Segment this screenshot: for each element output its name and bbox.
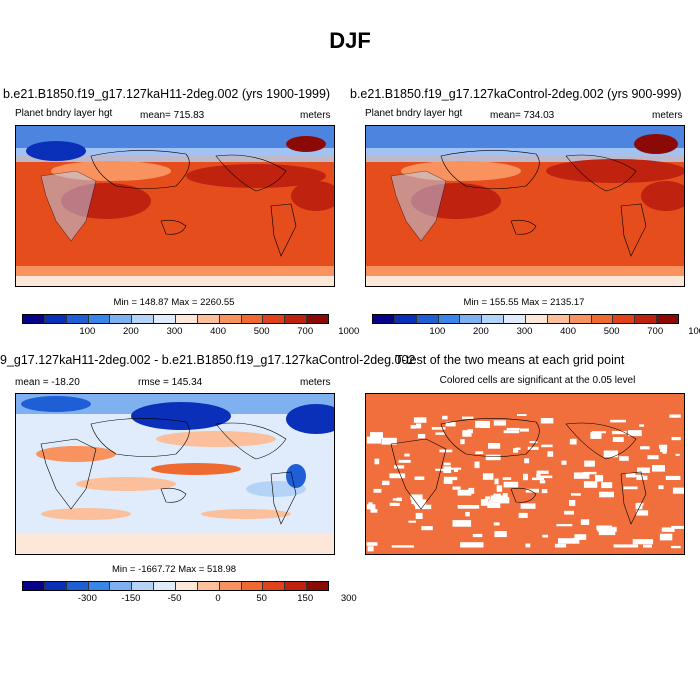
- colorbar-swatch: [241, 315, 264, 323]
- colorbar-swatch: [44, 582, 67, 590]
- colorbar-swatch: [241, 582, 264, 590]
- colorbar-panel2: [372, 314, 679, 324]
- colorbar-tick-label: 300: [340, 593, 357, 604]
- panel3-left-label: mean = -18.20: [15, 377, 80, 388]
- colorbar-swatch: [66, 315, 89, 323]
- colorbar-swatch: [154, 315, 177, 323]
- colorbar-tick-label: -50: [167, 593, 182, 604]
- colorbar-swatch: [307, 582, 329, 590]
- colorbar-swatch: [176, 315, 198, 323]
- colorbar-swatch: [197, 315, 220, 323]
- panel2-map: [365, 125, 685, 287]
- panel3-title: 9_g17.127kaH11-2deg.002 - b.e21.B1850.f1…: [0, 353, 416, 367]
- colorbar-swatch: [219, 315, 242, 323]
- colorbar-tick-label: 400: [210, 326, 226, 337]
- colorbar-tick-label: 150: [297, 593, 314, 604]
- colorbar-swatch: [285, 315, 308, 323]
- colorbar-tick-label: 1000: [688, 326, 700, 337]
- colorbar-swatch: [482, 315, 505, 323]
- colorbar-tick-label: 100: [429, 326, 446, 337]
- figure-title: DJF: [329, 28, 371, 53]
- colorbar-swatch: [591, 315, 614, 323]
- panel1-left-label: Planet bndry layer hgt: [15, 108, 113, 119]
- colorbar-swatch: [373, 315, 395, 323]
- panel1-center-label: mean= 715.83: [140, 110, 205, 121]
- colorbar-swatch: [110, 315, 133, 323]
- panel3-map: [15, 393, 335, 555]
- colorbar-swatch: [23, 315, 45, 323]
- panel3-center-label: rmse = 145.34: [138, 377, 203, 388]
- colorbar-tick-label: 50: [256, 593, 267, 604]
- colorbar-swatch: [569, 315, 592, 323]
- colorbar-swatch: [526, 315, 548, 323]
- colorbar-swatch: [154, 582, 177, 590]
- colorbar-tick-label: 200: [472, 326, 489, 337]
- colorbar-swatch: [23, 582, 45, 590]
- colorbar-swatch: [438, 315, 461, 323]
- panel4-subtitle: Colored cells are significant at the 0.0…: [439, 375, 636, 386]
- colorbar-swatch: [44, 315, 67, 323]
- panel2-right-label: meters: [652, 110, 683, 121]
- colorbar-swatch: [132, 582, 155, 590]
- colorbar-tick-label: -300: [77, 593, 97, 604]
- panel1-title: b.e21.B1850.f19_g17.127kaH11-2deg.002 (y…: [3, 87, 331, 101]
- panel3-stats: Min = -1667.72 Max = 518.98: [111, 564, 237, 575]
- colorbar-swatch: [460, 315, 483, 323]
- colorbar-swatch: [132, 315, 155, 323]
- colorbar-tick-label: 1000: [338, 326, 360, 337]
- colorbar-tick-label: 700: [297, 326, 314, 337]
- colorbar-swatch: [285, 582, 308, 590]
- colorbar-tick-label: 400: [560, 326, 576, 337]
- colorbar-swatch: [110, 582, 133, 590]
- colorbar-swatch: [547, 315, 570, 323]
- colorbar-tick-label: 700: [647, 326, 664, 337]
- colorbar-tick-label: 200: [122, 326, 139, 337]
- panel2-center-label: mean= 734.03: [490, 110, 555, 121]
- panel4-map: [365, 393, 685, 555]
- colorbar-tick-label: 500: [253, 326, 270, 337]
- colorbar-tick-label: 500: [603, 326, 620, 337]
- colorbar-swatch: [88, 315, 111, 323]
- colorbar-swatch: [504, 315, 527, 323]
- colorbar-swatch: [197, 582, 220, 590]
- panel4-title: T-test of the two means at each grid poi…: [395, 353, 625, 367]
- colorbar-swatch: [219, 582, 242, 590]
- panel2-title: b.e21.B1850.f19_g17.127kaControl-2deg.00…: [350, 87, 682, 101]
- colorbar-swatch: [394, 315, 417, 323]
- colorbar-swatch: [635, 315, 658, 323]
- colorbar-tick-label: 300: [166, 326, 183, 337]
- colorbar-swatch: [657, 315, 679, 323]
- colorbar-tick-label: 100: [79, 326, 96, 337]
- panel1-map: [15, 125, 335, 287]
- colorbar-swatch: [416, 315, 439, 323]
- colorbar-swatch: [613, 315, 636, 323]
- panel1-stats: Min = 148.87 Max = 2260.55: [113, 297, 235, 308]
- panel3-right-label: meters: [300, 377, 331, 388]
- panel2-stats: Min = 155.55 Max = 2135.17: [463, 297, 585, 308]
- colorbar-swatch: [307, 315, 329, 323]
- colorbar-swatch: [66, 582, 89, 590]
- colorbar-tick-label: 0: [215, 593, 221, 604]
- colorbar-swatch: [88, 582, 111, 590]
- colorbar-panel3: [22, 581, 329, 591]
- panel2-left-label: Planet bndry layer hgt: [365, 108, 463, 119]
- colorbar-swatch: [263, 582, 286, 590]
- colorbar-tick-label: -150: [121, 593, 141, 604]
- colorbar-tick-label: 300: [516, 326, 533, 337]
- colorbar-swatch: [176, 582, 198, 590]
- panel1-right-label: meters: [300, 110, 331, 121]
- colorbar-panel1: [22, 314, 329, 324]
- colorbar-swatch: [263, 315, 286, 323]
